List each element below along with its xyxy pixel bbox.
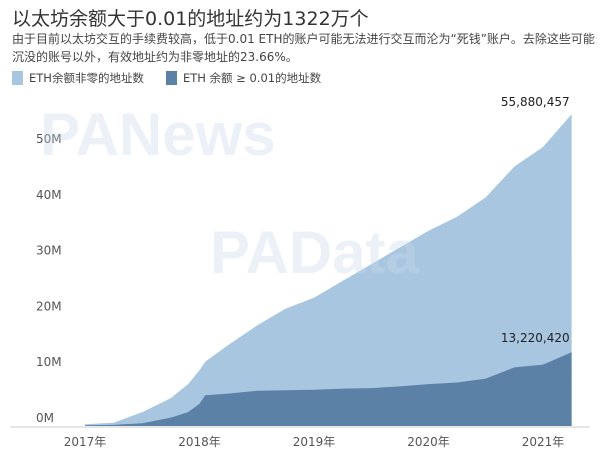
legend-swatch-ge001 <box>165 71 177 85</box>
y-tick-label: 20M <box>36 299 62 313</box>
y-tick-label: 30M <box>36 244 62 258</box>
watermark-panews: PANews <box>40 101 276 168</box>
x-tick-label: 2020年 <box>407 435 450 449</box>
x-tick-label: 2017年 <box>64 435 107 449</box>
legend-swatch-nonzero <box>12 71 23 85</box>
legend-item-nonzero[interactable]: ETH余额非零的地址数 <box>12 70 144 86</box>
data-label-nonzero: 55,880,457 <box>501 95 570 109</box>
y-tick-label: 40M <box>36 188 62 202</box>
legend: ETH余额非零的地址数 ETH 余额 ≥ 0.01的地址数 <box>12 70 321 86</box>
y-tick-label: 50M <box>36 132 62 146</box>
series-area-1 <box>85 352 572 426</box>
x-tick-label: 2018年 <box>178 435 221 449</box>
legend-item-ge001[interactable]: ETH 余额 ≥ 0.01的地址数 <box>165 70 322 86</box>
x-tick-label: 2019年 <box>293 435 336 449</box>
y-tick-label: 0M <box>36 411 54 425</box>
series-area-0 <box>85 114 572 426</box>
legend-label-ge001: ETH 余额 ≥ 0.01的地址数 <box>182 71 322 85</box>
y-tick-label: 10M <box>36 355 62 369</box>
x-tick-label: 2021年 <box>522 435 565 449</box>
watermark-padata: PAData <box>210 219 419 286</box>
data-label-ge001: 13,220,420 <box>501 331 570 345</box>
legend-label-nonzero: ETH余额非零的地址数 <box>29 71 144 85</box>
chart-title: 以太坊余额大于0.01的地址约为1322万个 <box>12 8 369 30</box>
chart-subtitle: 由于目前以太坊交互的手续费较高，低于0.01 ETH的账户可能无法进行交互而沦为… <box>12 32 595 64</box>
